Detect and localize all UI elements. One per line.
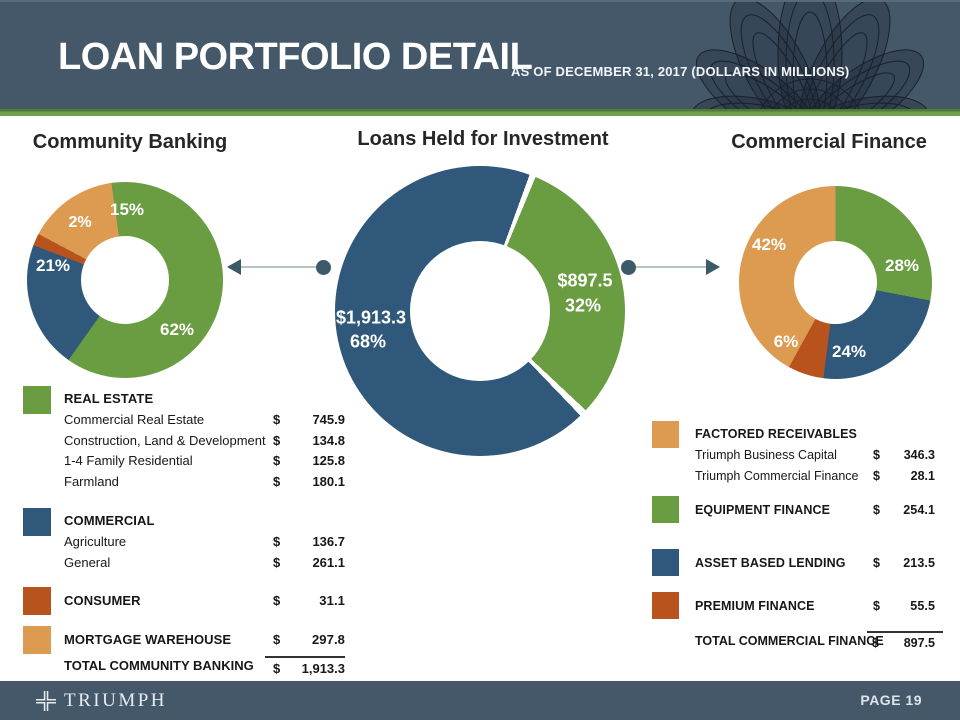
mortgage-warehouse-swatch [23,626,51,654]
asset-based-lending-swatch [652,549,679,576]
slice-label-equipment-finance: 28% [884,256,920,275]
total-community-banking-row: TOTAL COMMUNITY BANKING $1,913.3 [23,653,346,679]
legend-section-asset-based-lending: ASSET BASED LENDING $213.5 [652,549,943,576]
triumph-logo: TRIUMPH [34,689,167,713]
slice-amount-community-banking: $1,913.3 [335,307,407,328]
table-row: Construction, Land & Development $134.8 [64,432,345,448]
table-row: CONSUMER $31.1 [64,593,345,608]
slice-pct-commercial-finance: 32% [564,295,602,316]
guilloche-pattern [691,2,929,109]
commercial-swatch [23,508,51,536]
legend-section-real-estate: REAL ESTATE Commercial Real Estate $745.9… [23,386,346,492]
table-row: Farmland $180.1 [64,473,345,489]
legend-section-factored-receivables: FACTORED RECEIVABLES Triumph Business Ca… [652,421,943,486]
table-row: General $261.1 [64,554,345,570]
connector-dot-right [621,260,636,275]
legend-section-consumer: CONSUMER $31.1 [23,587,346,615]
equipment-finance-swatch [652,496,679,523]
arrow-left-icon [227,259,241,275]
loans-held-for-investment-donut-chart [335,166,625,456]
connector-line-left [239,266,323,268]
slide-header: LOAN PORTFOLIO DETAIL AS OF DECEMBER 31,… [0,0,960,109]
consumer-swatch [23,587,51,615]
accent-divider [0,109,960,116]
slide-subtitle: AS OF DECEMBER 31, 2017 (DOLLARS IN MILL… [511,64,850,79]
slice-label-mortgage-warehouse: 15% [109,200,145,219]
table-row: PREMIUM FINANCE $55.5 [695,599,935,613]
chart-title-commercial-finance: Commercial Finance [731,131,927,153]
slide-footer: TRIUMPH PAGE 19 [0,681,960,720]
table-row: 1-4 Family Residential $125.8 [64,453,345,468]
table-row: Agriculture $136.7 [64,534,345,549]
connector-line-right [634,266,710,268]
legend-section-equipment-finance: EQUIPMENT FINANCE $254.1 [652,496,943,523]
legend-section-mortgage-warehouse: MORTGAGE WAREHOUSE $297.8 [23,626,346,654]
arrow-right-icon [706,259,720,275]
slice-label-real-estate: 62% [159,320,195,339]
slice-label-consumer: 2% [68,214,92,231]
legend-section-commercial: COMMERCIAL Agriculture $136.7 General $261… [23,508,346,573]
slide-title: LOAN PORTFOLIO DETAIL [58,36,533,78]
table-row: EQUIPMENT FINANCE $254.1 [695,503,935,517]
slice-label-premium-finance: 6% [773,332,799,351]
commercial-finance-donut-chart [739,186,932,379]
real-estate-swatch [23,386,51,414]
slice-label-commercial: 21% [35,256,71,275]
commercial-finance-legend-table: FACTORED RECEIVABLES Triumph Business Ca… [652,421,943,654]
total-commercial-finance-row: TOTAL COMMERCIAL FINANCE $897.5 [652,628,943,654]
table-row: MORTGAGE WAREHOUSE $297.8 [64,632,345,647]
slice-amount-commercial-finance: $897.5 [557,270,613,291]
logo-text: TRIUMPH [64,690,168,711]
table-row: Commercial Real Estate $745.9 [64,412,345,427]
chart-title-loans-held-for-investment: Loans Held for Investment [357,128,609,150]
total-amount: $897.5 [867,631,943,654]
table-row: ASSET BASED LENDING $213.5 [695,556,935,570]
section-header: REAL ESTATE [64,391,154,406]
table-row: Triumph Commercial Finance $28.1 [695,468,935,483]
triumph-cross-icon [36,691,56,711]
community-banking-donut-chart [27,182,223,378]
legend-section-premium-finance: PREMIUM FINANCE $55.5 [652,592,943,619]
section-header: COMMERCIAL [64,513,155,528]
total-amount: $1,913.3 [265,656,345,679]
connector-dot-left [316,260,331,275]
table-row: Triumph Business Capital $346.3 [695,448,935,462]
slice-label-asset-based-lending: 24% [831,342,867,361]
chart-title-community-banking: Community Banking [32,131,228,153]
factored-receivables-swatch [652,421,679,448]
page-number: PAGE 19 [860,692,922,708]
community-banking-legend-table: REAL ESTATE Commercial Real Estate $745.9… [23,386,346,679]
section-header: FACTORED RECEIVABLES [695,427,857,441]
slice-pct-community-banking: 68% [349,331,387,352]
slice-label-factored-receivables: 42% [751,235,787,254]
premium-finance-swatch [652,592,679,619]
